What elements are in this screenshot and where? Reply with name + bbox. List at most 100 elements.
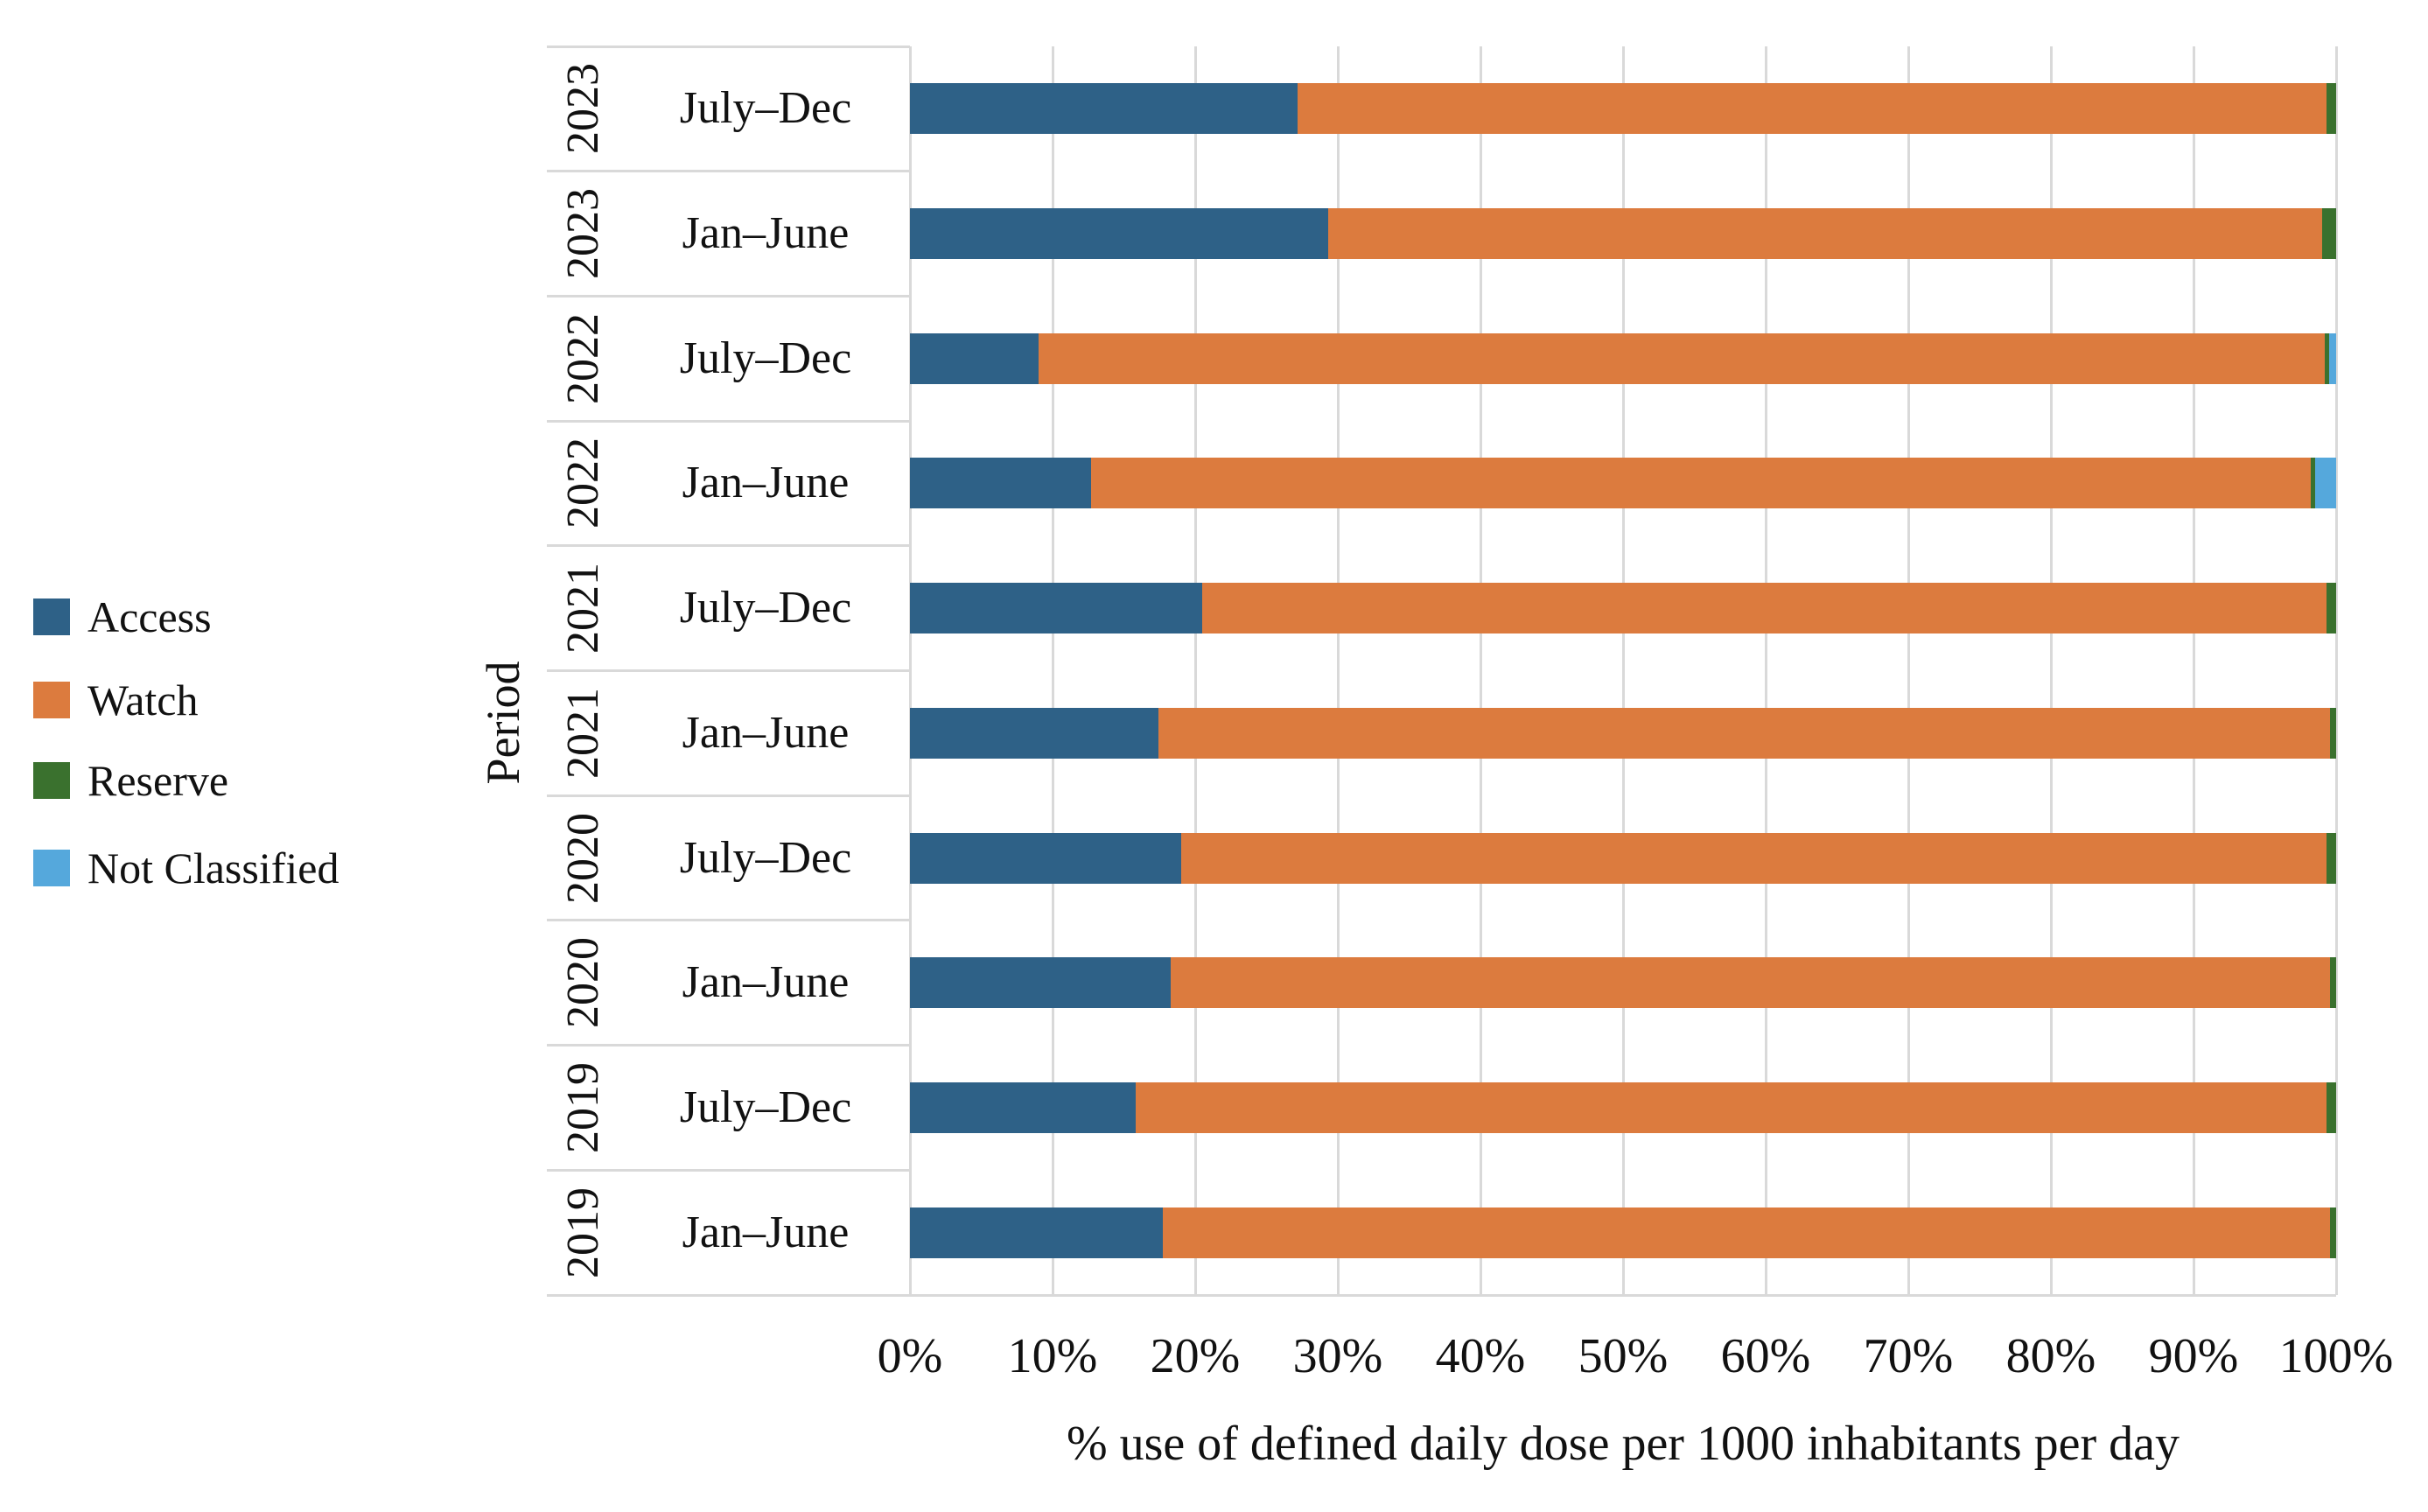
gridline bbox=[1621, 46, 1625, 1295]
gridline bbox=[1907, 46, 1910, 1295]
row-label-cell: 2020 Jan–June bbox=[547, 920, 910, 1046]
x-tick-label: 80% bbox=[2005, 1329, 2096, 1383]
period-label: Jan–June bbox=[682, 1207, 850, 1257]
bar-segment-access bbox=[910, 957, 1172, 1009]
period-label: July–Dec bbox=[679, 832, 852, 883]
stacked-bar bbox=[910, 832, 2336, 884]
bar-segment-reserve bbox=[2321, 208, 2336, 260]
x-tick-label: 40% bbox=[1435, 1329, 1526, 1383]
bar-segment-access bbox=[910, 208, 1328, 260]
legend-swatch-watch bbox=[33, 682, 70, 718]
stacked-bar bbox=[910, 332, 2336, 384]
x-tick-label: 70% bbox=[1863, 1329, 1954, 1383]
year-label: 2019 bbox=[558, 1061, 608, 1153]
x-tick-label: 20% bbox=[1150, 1329, 1241, 1383]
row-separator-line bbox=[547, 1044, 910, 1047]
row-separator-line bbox=[547, 669, 910, 672]
row-label-cell: 2022 Jan–June bbox=[547, 421, 910, 546]
x-tick-label: 0% bbox=[877, 1329, 943, 1383]
bar-segment-watch bbox=[1327, 208, 2322, 260]
bar-segment-not-classified bbox=[2314, 458, 2336, 509]
bar-segment-reserve bbox=[2330, 1207, 2336, 1258]
row-label-cell: 2021 Jan–June bbox=[547, 671, 910, 796]
x-tick-label: 60% bbox=[1720, 1329, 1811, 1383]
row-separator-line bbox=[547, 544, 910, 548]
period-label: Jan–June bbox=[682, 957, 850, 1008]
gridline bbox=[908, 46, 912, 1295]
year-label: 2022 bbox=[558, 438, 608, 529]
gridline bbox=[1479, 46, 1482, 1295]
row-separator-line bbox=[547, 45, 910, 48]
stacked-bar bbox=[910, 83, 2336, 135]
legend-label: Access bbox=[87, 592, 212, 641]
year-label: 2022 bbox=[558, 312, 608, 404]
bar-segment-access bbox=[910, 83, 1298, 135]
bar-segment-reserve bbox=[2324, 332, 2329, 384]
bar-segment-access bbox=[910, 583, 1203, 634]
bar-segment-reserve bbox=[2326, 1082, 2336, 1133]
gridline bbox=[1336, 46, 1340, 1295]
bar-segment-access bbox=[910, 332, 1039, 384]
gridline bbox=[2334, 46, 2338, 1295]
stacked-bar bbox=[910, 458, 2336, 509]
bar-segment-access bbox=[910, 1082, 1136, 1133]
bar-segment-access bbox=[910, 707, 1158, 759]
bar-segment-reserve bbox=[2326, 832, 2336, 884]
x-axis-line bbox=[547, 1293, 2336, 1297]
period-label: Jan–June bbox=[682, 208, 850, 259]
bar-segment-access bbox=[910, 1207, 1163, 1258]
row-label-cell: 2023 Jan–June bbox=[547, 172, 910, 297]
stacked-bar bbox=[910, 1207, 2336, 1258]
legend-item: Reserve bbox=[33, 759, 228, 802]
row-label-cell: 2021 July–Dec bbox=[547, 546, 910, 671]
year-label: 2020 bbox=[558, 812, 608, 904]
bar-segment-watch bbox=[1135, 1082, 2327, 1133]
gridline bbox=[1764, 46, 1767, 1295]
bar-segment-watch bbox=[1298, 83, 2327, 135]
stacked-bar bbox=[910, 707, 2336, 759]
gridline bbox=[1051, 46, 1054, 1295]
bar-segment-watch bbox=[1091, 458, 2311, 509]
bar-segment-watch bbox=[1171, 957, 2331, 1009]
row-label-cell: 2019 Jan–June bbox=[547, 1170, 910, 1295]
row-label-cell: 2023 July–Dec bbox=[547, 46, 910, 172]
legend-swatch-not-classified bbox=[33, 850, 70, 886]
row-label-cell: 2022 July–Dec bbox=[547, 296, 910, 421]
stacked-bar bbox=[910, 583, 2336, 634]
x-tick-label: 90% bbox=[2148, 1329, 2239, 1383]
year-label: 2023 bbox=[558, 63, 608, 155]
year-label: 2019 bbox=[558, 1186, 608, 1278]
year-label: 2021 bbox=[558, 687, 608, 779]
row-separator-line bbox=[547, 419, 910, 423]
x-axis-title: % use of defined daily dose per 1000 inh… bbox=[1066, 1417, 2180, 1471]
bar-segment-watch bbox=[1180, 832, 2327, 884]
row-label-cell: 2019 July–Dec bbox=[547, 1046, 910, 1171]
bar-segment-access bbox=[910, 832, 1181, 884]
period-label: July–Dec bbox=[679, 1082, 852, 1132]
period-label: July–Dec bbox=[679, 332, 852, 383]
legend-item: Access bbox=[33, 595, 212, 639]
bar-segment-reserve bbox=[2326, 583, 2336, 634]
bar-segment-reserve bbox=[2330, 957, 2336, 1009]
legend-label: Not Classified bbox=[87, 844, 339, 892]
bar-segment-watch bbox=[1202, 583, 2327, 634]
year-label: 2021 bbox=[558, 563, 608, 654]
gridline bbox=[2049, 46, 2053, 1295]
row-separator-line bbox=[547, 794, 910, 797]
legend-swatch-reserve bbox=[33, 762, 70, 799]
year-label: 2023 bbox=[558, 188, 608, 280]
period-label: Jan–June bbox=[682, 707, 850, 758]
bar-segment-access bbox=[910, 458, 1091, 509]
bar-segment-reserve bbox=[2330, 707, 2336, 759]
stacked-bar bbox=[910, 1082, 2336, 1133]
row-separator-line bbox=[547, 1168, 910, 1172]
legend-label: Reserve bbox=[87, 756, 229, 805]
x-tick-label: 10% bbox=[1007, 1329, 1098, 1383]
period-label: July–Dec bbox=[679, 83, 852, 134]
y-axis-title: Period bbox=[477, 661, 529, 785]
row-separator-line bbox=[547, 919, 910, 922]
gridline bbox=[1193, 46, 1197, 1295]
row-separator-line bbox=[547, 294, 910, 298]
x-tick-label: 100% bbox=[2278, 1329, 2394, 1383]
